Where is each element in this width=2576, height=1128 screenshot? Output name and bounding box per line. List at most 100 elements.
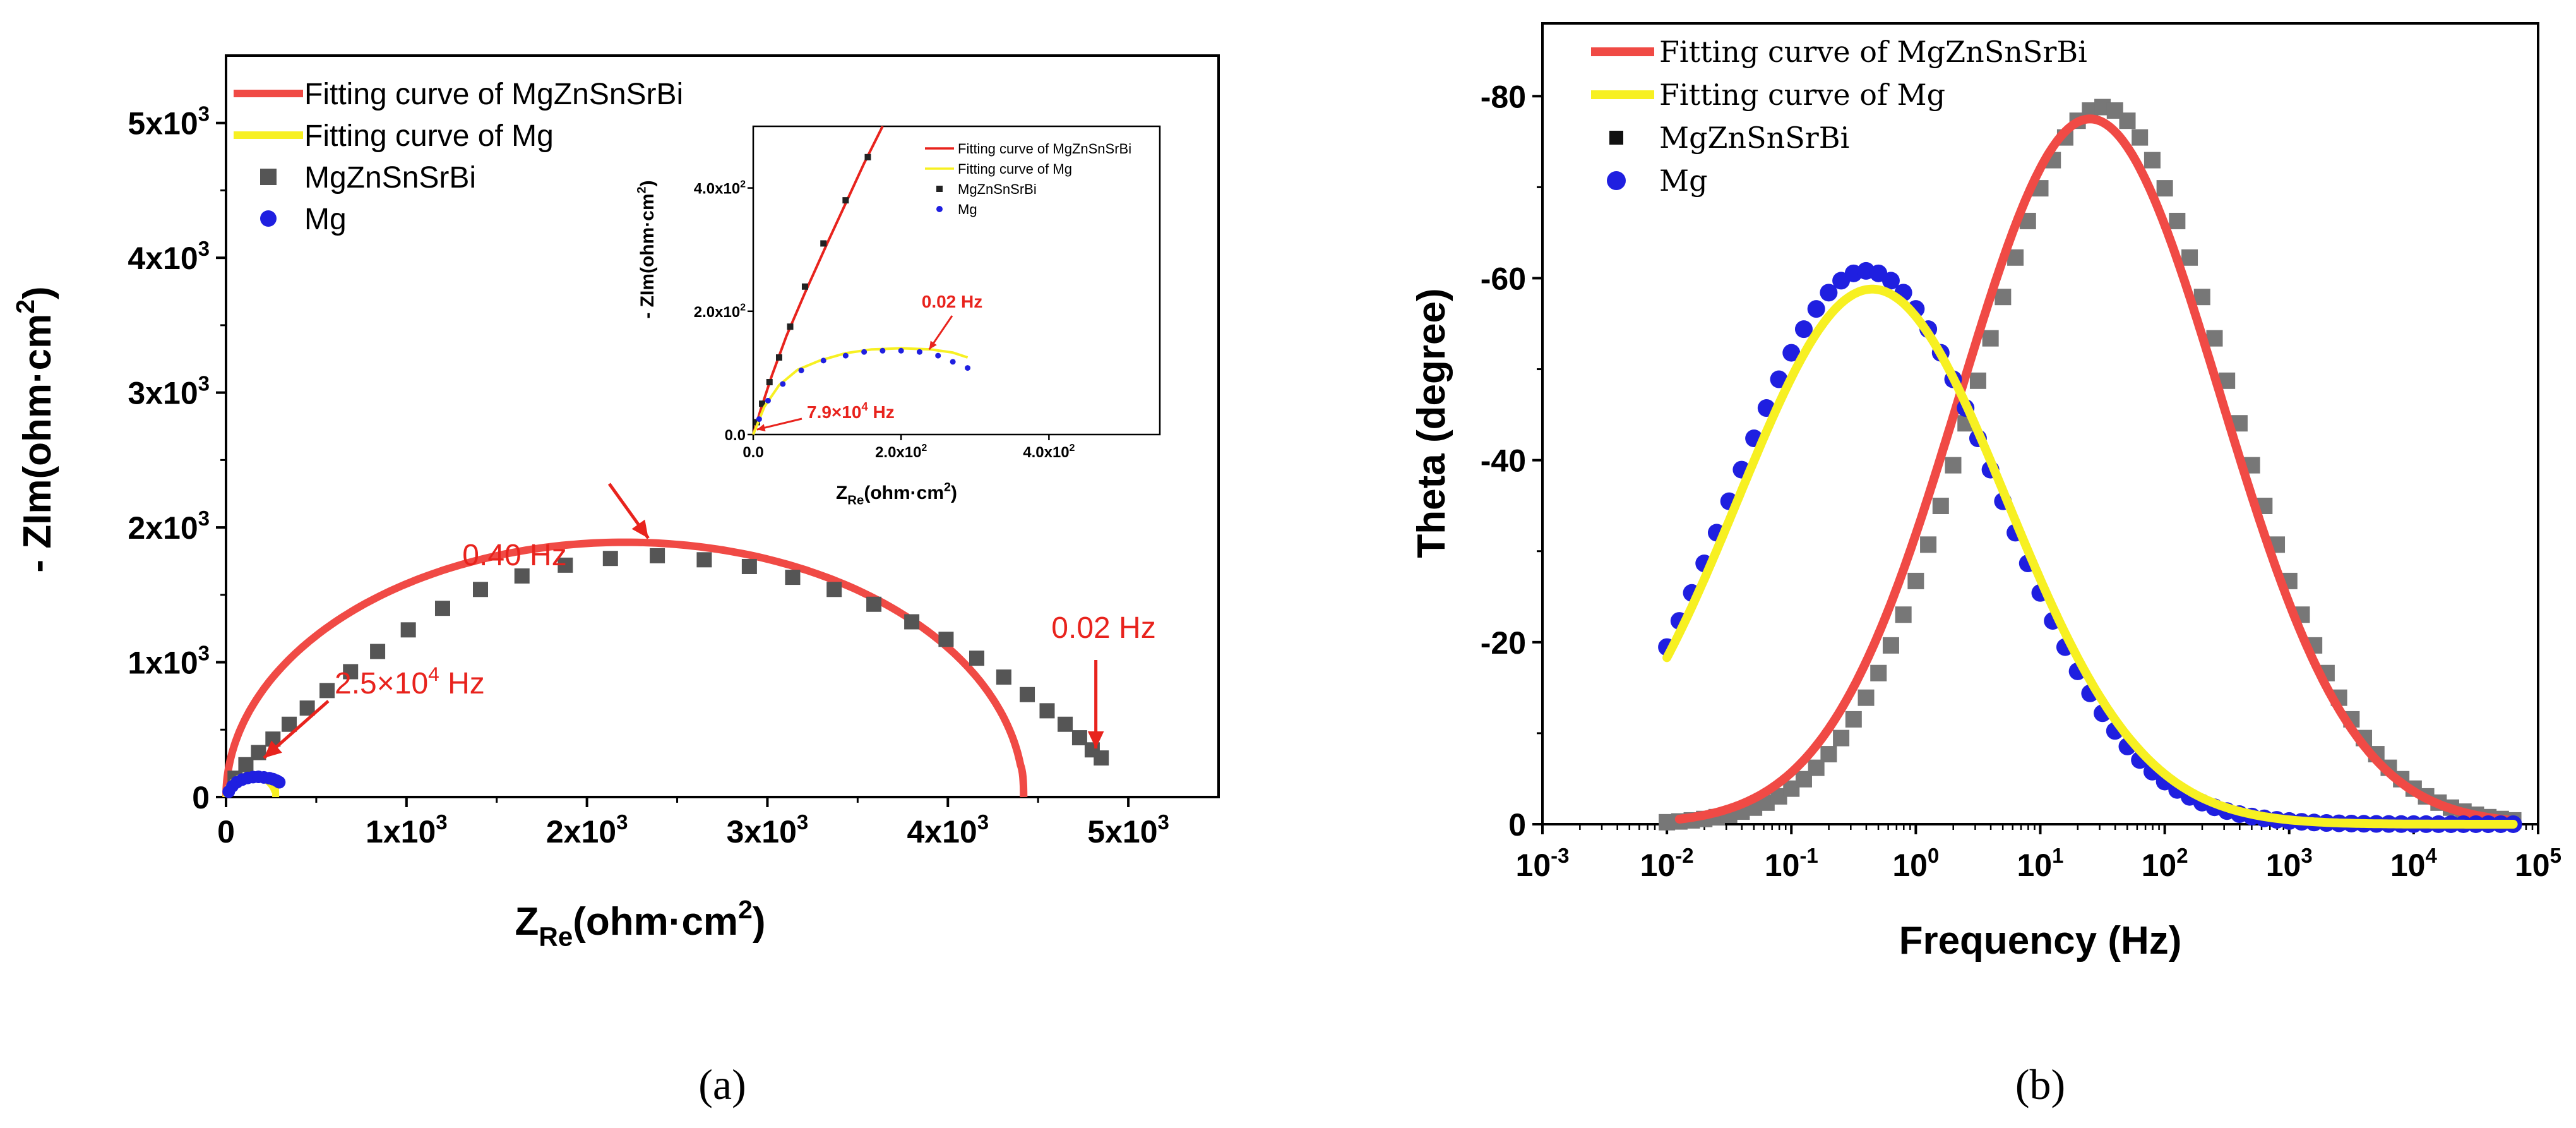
inset-data-point: [842, 197, 849, 204]
y-axis-title-close: ): [16, 286, 59, 299]
data-point: [826, 582, 842, 597]
data-point: [785, 570, 801, 585]
data-point: [969, 651, 985, 666]
x-tick-label: 101: [2017, 844, 2064, 883]
annotation-label-main: 0.40 Hz: [462, 539, 566, 572]
data-point: [904, 614, 920, 630]
y-tick-label-main: 0: [192, 780, 210, 815]
data-point: [2193, 289, 2210, 306]
data-point: [1881, 272, 1900, 290]
y-tick-label: 0: [1508, 807, 1526, 843]
x-tick-label: 3x103: [727, 810, 809, 849]
x-tick-label-main: 10: [2017, 848, 2053, 883]
data-point: [866, 596, 882, 612]
data-point: [2119, 112, 2136, 129]
x-tick-label-main: 10: [2390, 848, 2426, 883]
data-point: [1770, 370, 1788, 388]
data-point: [1820, 284, 1838, 302]
data-point: [1833, 729, 1850, 747]
data-point: [473, 582, 489, 597]
inset-data-point: [935, 352, 941, 359]
x-tick-label-main: 10: [1892, 848, 1928, 883]
x-axis-title: Frequency (Hz): [1899, 919, 2182, 963]
y-tick-label-main: -80: [1481, 79, 1526, 114]
y-axis-title-main: - ZIm(ohm·cm: [16, 314, 59, 573]
y-tick-label-exp: 3: [198, 507, 210, 530]
data-point: [2144, 152, 2161, 169]
fit-curve: [1662, 284, 2518, 829]
annotation-label: 0.02 Hz: [1051, 611, 1155, 645]
y-tick-label-exp: 3: [198, 642, 210, 665]
y-tick-label-exp: 3: [198, 237, 210, 260]
inset-x-tick-label-main: 2.0x10: [875, 444, 921, 461]
data-point: [1058, 716, 1073, 732]
y-tick-label-main: -20: [1481, 625, 1526, 661]
inset-data-point: [766, 379, 773, 386]
x-axis-title-unit: (ohm·cm: [573, 900, 738, 944]
data-point: [741, 558, 757, 574]
x-tick-label-main: 2x10: [546, 814, 616, 849]
legend-label: MgZnSnSrBi: [1659, 121, 1849, 155]
inset-fit-curve: [752, 126, 884, 435]
inset-annotation-label-tail: Hz: [868, 402, 895, 422]
inset-x-tick-label: 2.0x102: [875, 443, 927, 461]
x-tick-label: 1x103: [366, 810, 448, 849]
inset-y-tick-label: 0.0: [725, 427, 746, 444]
legend-label: Fitting curve of MgZnSnSrBi: [304, 78, 683, 111]
inset-data-point: [759, 400, 766, 407]
x-tick-label-exp: -1: [1799, 844, 1818, 867]
data-point: [1920, 536, 1937, 553]
x-tick-label-exp: 3: [2301, 844, 2312, 867]
x-tick-label-exp: -3: [1551, 844, 1569, 867]
inset-x-tick-label: 4.0x102: [1023, 443, 1075, 461]
inset-data-point: [820, 357, 826, 364]
data-point: [2169, 212, 2186, 229]
x-axis-title-main: Frequency (Hz): [1899, 919, 2182, 963]
x-tick-label-exp: 3: [797, 810, 808, 834]
data-point: [1845, 711, 1862, 728]
data-point: [1039, 703, 1055, 719]
x-tick-label-exp: 2: [2176, 844, 2188, 867]
inset-data-point: [756, 416, 762, 423]
inset-data-point: [864, 153, 871, 160]
annotation-label-exp: 4: [428, 663, 439, 685]
legend-label: Mg: [304, 203, 347, 236]
data-point: [1094, 750, 1109, 766]
inset-annotation-arrowhead: [929, 340, 937, 350]
data-point: [514, 568, 530, 584]
inset-x-tick-label-main: 4.0x10: [1023, 444, 1069, 461]
inset-x-tick-label-exp: 2: [921, 443, 927, 453]
data-point: [251, 745, 266, 760]
data-point: [1807, 300, 1825, 318]
annotation-label-main: 2.5×10: [335, 667, 428, 700]
legend-swatch: [260, 169, 277, 185]
data-point: [1020, 687, 1035, 702]
data-point: [2132, 129, 2149, 146]
x-tick-label: 105: [2515, 844, 2561, 883]
x-tick-label-main: 4x10: [907, 814, 977, 849]
fit-curve: [1674, 114, 2520, 825]
inset-data-point: [780, 381, 786, 387]
data-point: [996, 669, 1011, 685]
y-tick-label-main: 4x10: [128, 241, 198, 276]
x-tick-label-main: 10: [2266, 848, 2301, 883]
inset-y-tick-label: 2.0x102: [694, 303, 746, 321]
data-point: [650, 548, 665, 563]
inset-legend-swatch: [936, 206, 943, 212]
y-tick-label: -60: [1481, 261, 1526, 296]
inset-data-point: [898, 347, 904, 354]
x-axis-title-close: ): [753, 900, 766, 944]
panel-caption: (a): [698, 1060, 746, 1108]
x-tick-label-main: 10: [2515, 848, 2550, 883]
x-tick-label-exp: 3: [436, 810, 447, 834]
inset-y-tick-label-exp: 2: [740, 303, 746, 313]
data-point: [1882, 637, 1899, 654]
inset-data-point: [880, 347, 886, 354]
inset-data-point: [861, 349, 868, 355]
panel-caption: (b): [2015, 1060, 2065, 1108]
x-tick-label: 102: [2142, 844, 2188, 883]
data-point: [343, 664, 359, 680]
x-tick-label: 104: [2390, 844, 2438, 883]
inset-y-axis-title-main: - ZIm(ohm·cm: [637, 193, 658, 318]
